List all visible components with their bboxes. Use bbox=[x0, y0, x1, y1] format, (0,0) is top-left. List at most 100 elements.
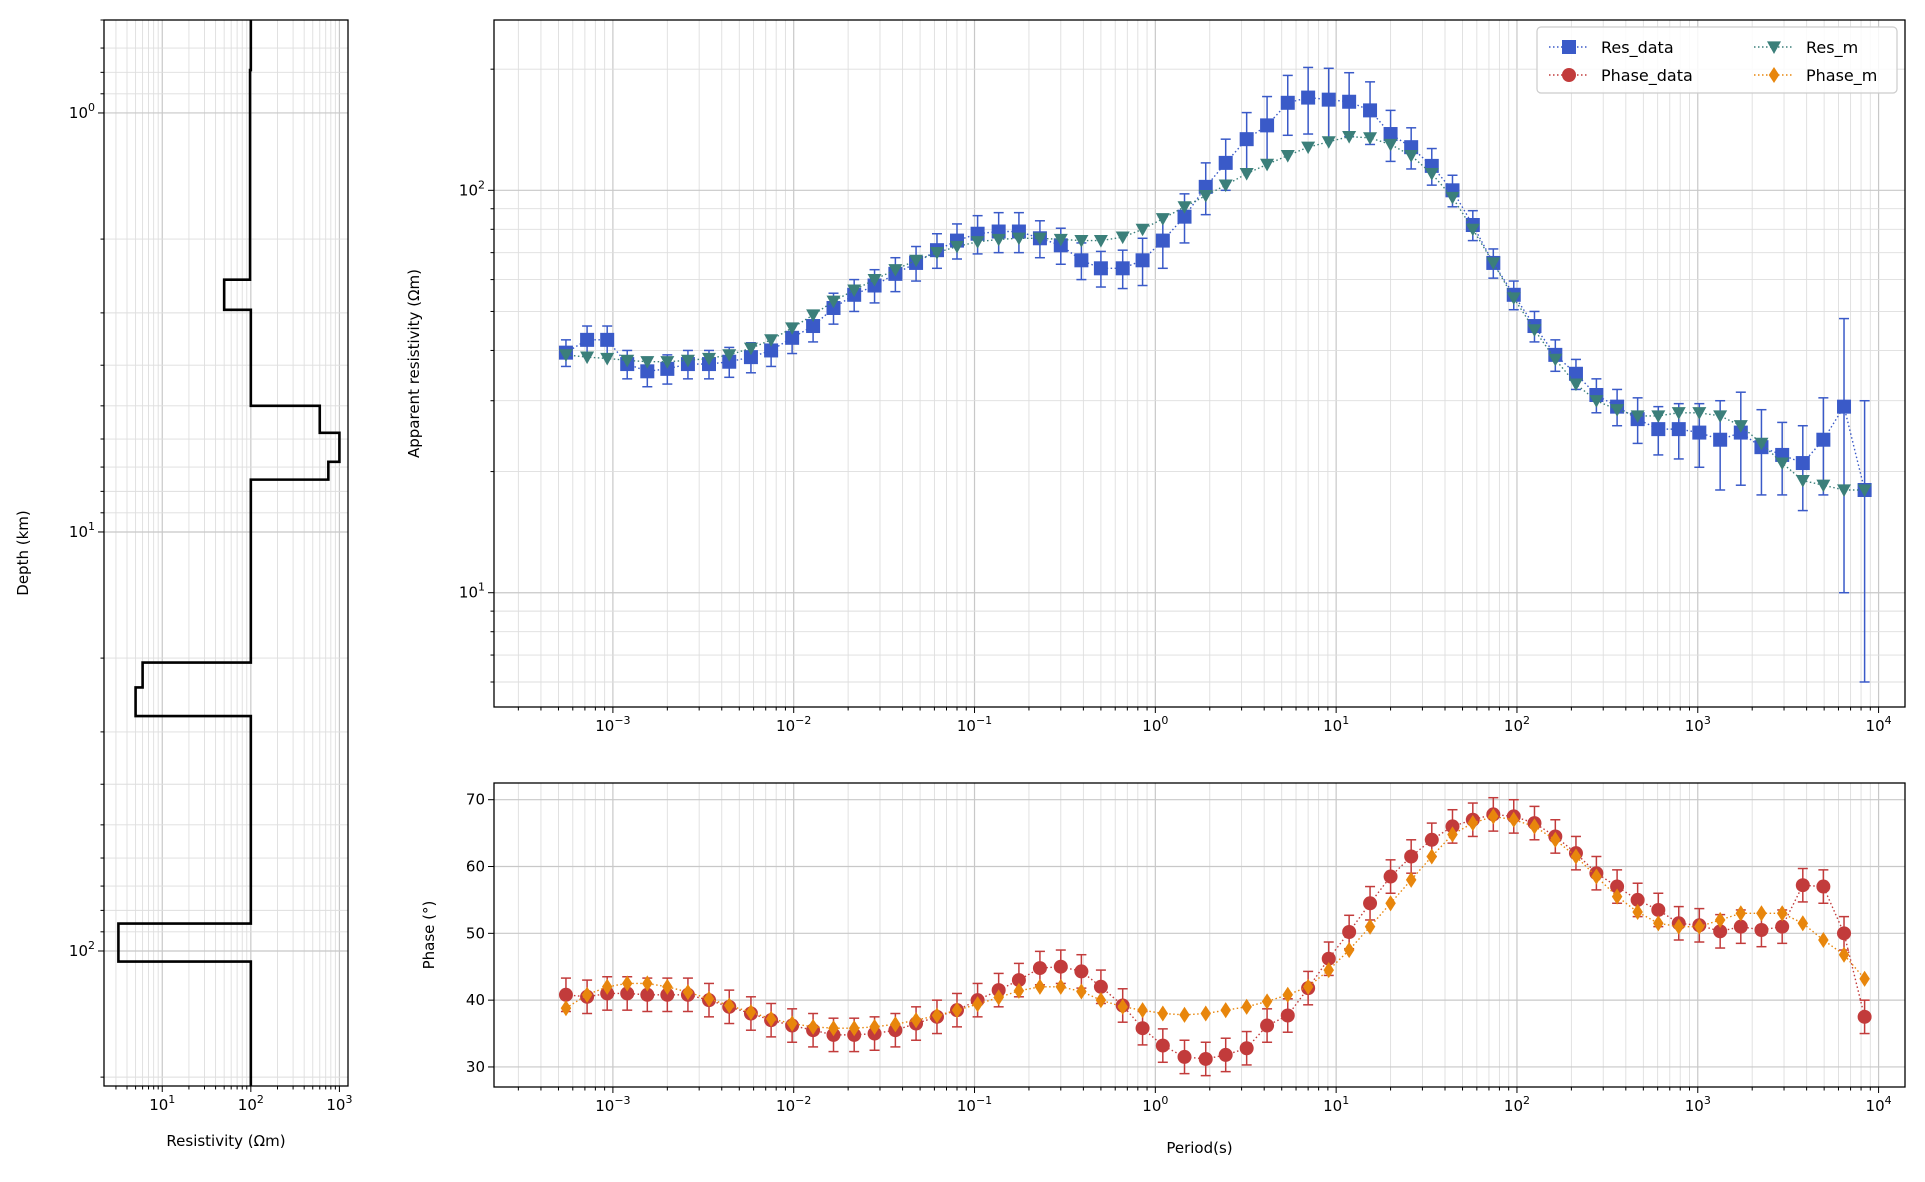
data-point bbox=[640, 364, 655, 379]
series-line bbox=[565, 96, 1866, 491]
data-point bbox=[806, 309, 821, 322]
data-point bbox=[1280, 149, 1295, 163]
x-tick-label: 102 bbox=[1504, 1094, 1530, 1115]
data-point bbox=[1260, 118, 1275, 133]
data-point bbox=[600, 352, 615, 366]
data-point bbox=[1260, 1018, 1275, 1033]
data-point bbox=[1342, 924, 1357, 939]
data-point bbox=[1775, 919, 1790, 934]
data-point bbox=[1611, 888, 1623, 905]
data-point bbox=[1093, 261, 1108, 276]
data-point bbox=[703, 990, 715, 1007]
data-point bbox=[807, 1018, 819, 1035]
y-axis-label: Apparent resistivity (Ωm) bbox=[405, 269, 423, 458]
data-point bbox=[1239, 168, 1254, 181]
data-point bbox=[1837, 484, 1852, 497]
series-res-data bbox=[558, 66, 1872, 683]
data-point bbox=[1671, 407, 1686, 420]
legend-entry: Phase_data bbox=[1549, 66, 1693, 86]
data-point bbox=[601, 978, 613, 995]
data-point bbox=[1011, 973, 1026, 988]
data-point bbox=[723, 997, 735, 1014]
data-point bbox=[1591, 868, 1602, 885]
data-point bbox=[1713, 410, 1728, 423]
legend-label: Res_data bbox=[1601, 38, 1674, 58]
data-point bbox=[1261, 993, 1273, 1010]
data-point bbox=[1651, 422, 1666, 437]
data-point bbox=[1426, 848, 1438, 865]
data-point bbox=[1342, 130, 1357, 144]
data-point bbox=[1218, 1047, 1233, 1062]
data-point bbox=[1527, 324, 1542, 337]
data-point bbox=[1775, 457, 1790, 471]
data-point bbox=[1837, 399, 1852, 414]
data-point bbox=[1733, 420, 1748, 433]
data-point bbox=[1218, 155, 1233, 170]
y-tick-label: 102 bbox=[459, 178, 485, 199]
data-point bbox=[1651, 410, 1666, 423]
x-tick-label: 10−1 bbox=[957, 1094, 992, 1115]
data-point bbox=[1610, 404, 1625, 417]
legend: Res_data Res_m Phase_data Phase_m bbox=[1536, 26, 1898, 94]
apparent-resistivity-chart: 10−3 10−2 10−1 100 101 102 103 104 101 102 Apparen… bbox=[405, 19, 1906, 735]
data-point bbox=[1220, 1002, 1231, 1019]
data-point bbox=[1198, 190, 1213, 203]
data-point bbox=[1795, 878, 1810, 893]
grid bbox=[494, 783, 1905, 1087]
data-point bbox=[581, 986, 593, 1003]
y-tick-label: 101 bbox=[69, 520, 95, 541]
data-point bbox=[600, 332, 615, 347]
data-point bbox=[1754, 922, 1769, 937]
data-point bbox=[909, 254, 924, 268]
data-point bbox=[620, 354, 635, 368]
depth-profile-chart: 101 102 103 100 101 102 Resistivity (Ωm) Depth … bbox=[14, 19, 352, 1150]
legend-marker bbox=[1768, 66, 1780, 84]
data-point bbox=[1343, 941, 1355, 959]
data-point bbox=[1301, 90, 1316, 105]
data-point bbox=[1385, 895, 1396, 912]
x-axis-label: Resistivity (Ωm) bbox=[166, 1132, 285, 1150]
data-point bbox=[1155, 233, 1170, 248]
data-point bbox=[1570, 848, 1582, 865]
ticks: 10−3 10−2 10−1 100 101 102 103 104 101 102 bbox=[459, 68, 1892, 735]
data-point bbox=[1692, 425, 1707, 440]
series-line bbox=[565, 813, 1866, 1060]
data-point bbox=[1508, 811, 1519, 828]
data-point bbox=[1424, 832, 1439, 847]
ticks: 101 102 103 100 101 102 bbox=[69, 19, 352, 1114]
data-point bbox=[1055, 978, 1067, 995]
data-point bbox=[888, 264, 903, 277]
data-point bbox=[1445, 191, 1460, 205]
data-point bbox=[1155, 1038, 1170, 1053]
data-point bbox=[1467, 815, 1479, 832]
x-axis-label: Period(s) bbox=[1166, 1139, 1232, 1157]
data-point bbox=[558, 987, 573, 1002]
data-point bbox=[620, 986, 635, 1001]
data-point bbox=[1610, 879, 1625, 894]
phase-chart: 10−3 10−2 10−1 100 101 102 103 104 30 40 50 60 70 Per… bbox=[420, 782, 1906, 1157]
resistivity-profile-line bbox=[117, 20, 341, 1086]
data-point bbox=[1364, 918, 1376, 935]
x-tick-label: 101 bbox=[149, 1093, 175, 1114]
data-point bbox=[1818, 931, 1829, 949]
data-point bbox=[1198, 1051, 1213, 1066]
data-point bbox=[1034, 978, 1046, 995]
data-point bbox=[743, 342, 758, 356]
data-point bbox=[743, 350, 758, 365]
x-tick-label: 103 bbox=[1685, 714, 1711, 735]
data-point bbox=[1424, 168, 1439, 181]
legend-label: Phase_data bbox=[1601, 66, 1693, 86]
legend-entry: Phase_m bbox=[1754, 66, 1877, 86]
legend-label: Res_m bbox=[1806, 38, 1858, 58]
legend-marker bbox=[1562, 68, 1576, 82]
data-point bbox=[1301, 141, 1316, 155]
data-point bbox=[1135, 223, 1150, 237]
data-point bbox=[1074, 253, 1089, 268]
error-bar bbox=[1839, 317, 1850, 594]
data-point bbox=[951, 1002, 963, 1019]
data-point bbox=[1405, 871, 1417, 888]
data-point bbox=[764, 334, 779, 347]
x-tick-label: 10−1 bbox=[957, 714, 992, 735]
data-point bbox=[1548, 353, 1563, 367]
